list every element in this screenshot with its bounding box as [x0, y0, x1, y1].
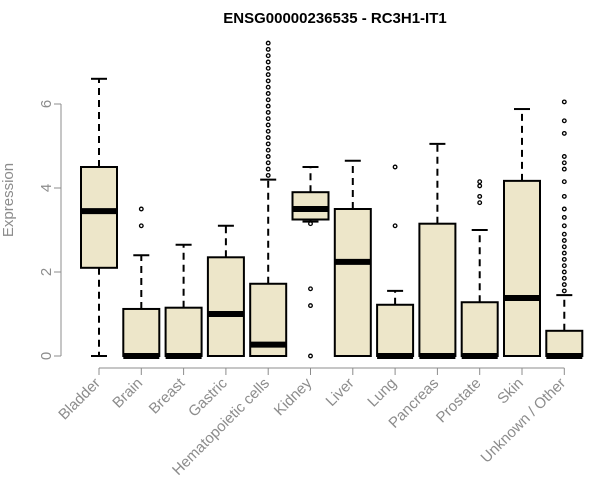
outlier-point [561, 99, 567, 105]
outlier-point [477, 179, 483, 185]
box-brain [122, 206, 161, 359]
outlier-point [561, 154, 567, 159]
box-gastric [206, 224, 245, 357]
box-pancreas [418, 142, 457, 359]
outlier-point [561, 130, 567, 136]
box-kidney [291, 166, 330, 359]
outlier-point [265, 172, 271, 178]
box-body [503, 179, 541, 357]
box-body [291, 191, 330, 221]
box-body [122, 307, 161, 357]
outlier-point [561, 193, 567, 199]
outlier-point [265, 122, 271, 128]
outlier-point [265, 65, 271, 71]
box-bladder [80, 77, 118, 357]
outlier-point [265, 147, 271, 153]
y-tick-label: 6 [38, 100, 55, 108]
outlier-point [265, 53, 271, 59]
outlier-point [561, 288, 567, 294]
outlier-point [477, 183, 483, 189]
box-body [80, 166, 118, 269]
outlier-point [265, 97, 271, 103]
outlier-point [265, 128, 271, 134]
outlier-point [561, 275, 567, 281]
outlier-point [561, 166, 567, 172]
outlier-point [265, 40, 271, 46]
x-tick-label: Lung [364, 375, 400, 411]
outlier-point [265, 59, 271, 65]
box-unknown-other [545, 99, 584, 359]
x-tick-label: Breast [146, 374, 189, 417]
outlier-point [561, 118, 567, 124]
outlier-point [265, 109, 271, 115]
outlier-point [265, 135, 271, 141]
outlier-point [265, 160, 271, 166]
x-tick-label: Bladder [55, 375, 104, 424]
outlier-point [561, 269, 567, 275]
x-tick-label: Brain [109, 375, 146, 412]
plot-area [80, 40, 584, 359]
outlier-point [561, 250, 567, 256]
y-tick-label: 4 [38, 184, 55, 192]
outlier-point [561, 244, 567, 250]
box-body [545, 329, 584, 357]
box-body [418, 222, 457, 357]
outlier-point [392, 164, 398, 170]
outlier-point [138, 206, 144, 212]
outlier-point [308, 286, 313, 292]
outlier-point [265, 141, 271, 147]
outlier-point [265, 78, 271, 84]
outlier-point [561, 256, 567, 262]
outlier-point [561, 238, 567, 243]
box-hematopoietic-cells [249, 40, 288, 358]
x-tick-label: Prostate [433, 375, 485, 427]
chart-title: ENSG00000236535 - RC3H1-IT1 [223, 10, 446, 27]
y-tick-label: 0 [38, 352, 55, 360]
box-breast [164, 243, 203, 359]
outlier-point [265, 72, 271, 78]
x-tick-label: Kidney [271, 374, 316, 419]
outlier-point [138, 223, 144, 229]
outlier-point [308, 221, 313, 227]
outlier-point [477, 200, 483, 206]
box-body [206, 256, 245, 357]
outlier-point [308, 303, 313, 309]
outlier-point [561, 206, 567, 212]
box-prostate [460, 179, 499, 359]
outlier-point [308, 353, 313, 359]
box-body [333, 208, 372, 357]
y-tick-label: 2 [38, 268, 55, 276]
outlier-point [265, 84, 271, 90]
box-body [376, 303, 415, 358]
outlier-point [265, 166, 271, 172]
outlier-point [561, 263, 567, 269]
outlier-point [265, 116, 271, 122]
outlier-point [561, 231, 567, 237]
box-liver [333, 159, 372, 357]
outlier-point [561, 223, 567, 229]
box-body [164, 306, 203, 358]
outlier-point [477, 193, 483, 199]
y-axis-label: Expression [0, 163, 17, 237]
outlier-point [392, 223, 398, 229]
outlier-point [561, 282, 567, 288]
x-tick-label: Liver [323, 375, 358, 410]
box-lung [376, 164, 415, 359]
outlier-point [561, 214, 567, 220]
box-body [460, 301, 499, 357]
outlier-point [561, 160, 567, 166]
outlier-point [265, 91, 271, 96]
outlier-point [265, 46, 271, 52]
x-tick-label: Skin [494, 375, 527, 408]
outlier-point [265, 154, 271, 159]
outlier-point [561, 179, 567, 185]
box-skin [503, 108, 541, 357]
outlier-point [265, 103, 271, 109]
